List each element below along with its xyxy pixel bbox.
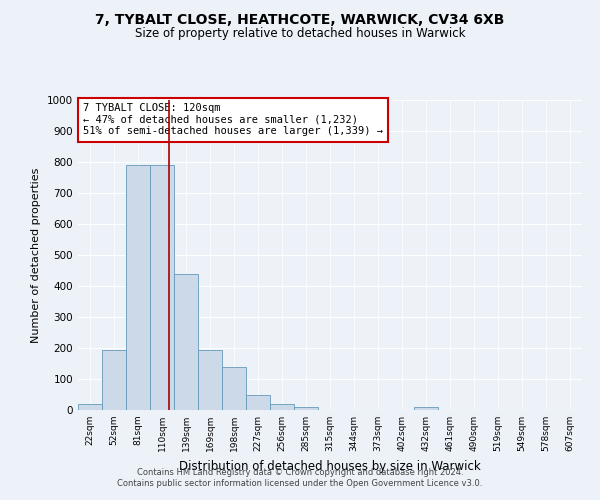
Bar	[174, 274, 198, 410]
Bar	[246, 394, 270, 410]
Y-axis label: Number of detached properties: Number of detached properties	[31, 168, 41, 342]
Bar	[150, 165, 174, 410]
Text: Size of property relative to detached houses in Warwick: Size of property relative to detached ho…	[135, 28, 465, 40]
X-axis label: Distribution of detached houses by size in Warwick: Distribution of detached houses by size …	[179, 460, 481, 472]
Text: 7 TYBALT CLOSE: 120sqm
← 47% of detached houses are smaller (1,232)
51% of semi-: 7 TYBALT CLOSE: 120sqm ← 47% of detached…	[83, 103, 383, 136]
Bar	[270, 404, 294, 410]
Text: Contains HM Land Registry data © Crown copyright and database right 2024.
Contai: Contains HM Land Registry data © Crown c…	[118, 468, 482, 487]
Bar	[294, 407, 318, 410]
Bar	[414, 407, 438, 410]
Bar	[222, 366, 246, 410]
Bar	[126, 165, 150, 410]
Bar	[198, 350, 222, 410]
Bar	[102, 350, 126, 410]
Text: 7, TYBALT CLOSE, HEATHCOTE, WARWICK, CV34 6XB: 7, TYBALT CLOSE, HEATHCOTE, WARWICK, CV3…	[95, 12, 505, 26]
Bar	[78, 404, 102, 410]
